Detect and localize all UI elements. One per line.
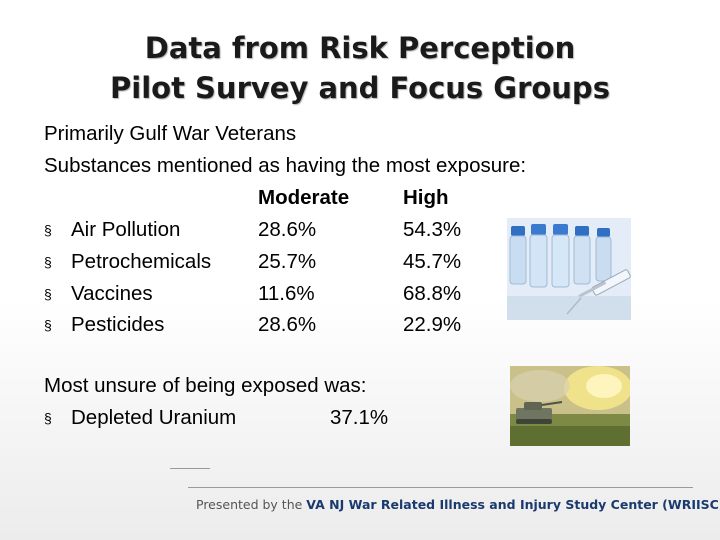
depleted-uranium-label: Depleted Uranium xyxy=(71,406,237,429)
moderate-value: 25.7% xyxy=(258,250,317,273)
substance-name: Vaccines xyxy=(71,282,153,305)
footer-lead: Presented by the xyxy=(196,497,307,512)
intro-line-2: Substances mentioned as having the most … xyxy=(44,154,527,177)
table-row: § Vaccines 11.6% 68.8% xyxy=(44,282,504,306)
bullet-icon: § xyxy=(44,222,52,238)
substance-name: Petrochemicals xyxy=(71,250,212,273)
vaccine-vials-image xyxy=(507,218,631,320)
substance-name: Air Pollution xyxy=(71,218,181,241)
high-value: 68.8% xyxy=(403,282,462,305)
intro-line-1: Primarily Gulf War Veterans xyxy=(44,122,297,145)
footer-org: VA NJ War Related Illness and Injury Stu… xyxy=(306,497,720,512)
depleted-uranium-value: 37.1% xyxy=(330,406,389,429)
table-row: § Petrochemicals 25.7% 45.7% xyxy=(44,250,504,274)
high-value: 22.9% xyxy=(403,313,462,336)
unsure-heading: Most unsure of being exposed was: xyxy=(44,374,367,397)
moderate-value: 28.6% xyxy=(258,218,317,241)
footer-decoration xyxy=(170,468,210,509)
bullet-icon: § xyxy=(44,410,52,426)
moderate-value: 28.6% xyxy=(258,313,317,336)
bullet-icon: § xyxy=(44,317,52,333)
high-value: 54.3% xyxy=(403,218,462,241)
tank-image xyxy=(510,366,630,446)
footer-credit: Presented by the VA NJ War Related Illne… xyxy=(196,496,720,514)
table-row: § Air Pollution 28.6% 54.3% xyxy=(44,218,504,242)
substance-name: Pesticides xyxy=(71,313,165,336)
high-value: 45.7% xyxy=(403,250,462,273)
slide-title: Data from Risk Perception Pilot Survey a… xyxy=(60,28,660,108)
moderate-value: 11.6% xyxy=(258,282,315,305)
header-moderate: Moderate xyxy=(258,186,350,209)
header-high: High xyxy=(403,186,449,209)
title-line-2: Pilot Survey and Focus Groups xyxy=(110,71,610,105)
table-row: § Pesticides 28.6% 22.9% xyxy=(44,313,504,337)
bullet-icon: § xyxy=(44,254,52,270)
footer-divider xyxy=(188,487,693,488)
title-line-1: Data from Risk Perception xyxy=(144,31,576,65)
bullet-icon: § xyxy=(44,286,52,302)
